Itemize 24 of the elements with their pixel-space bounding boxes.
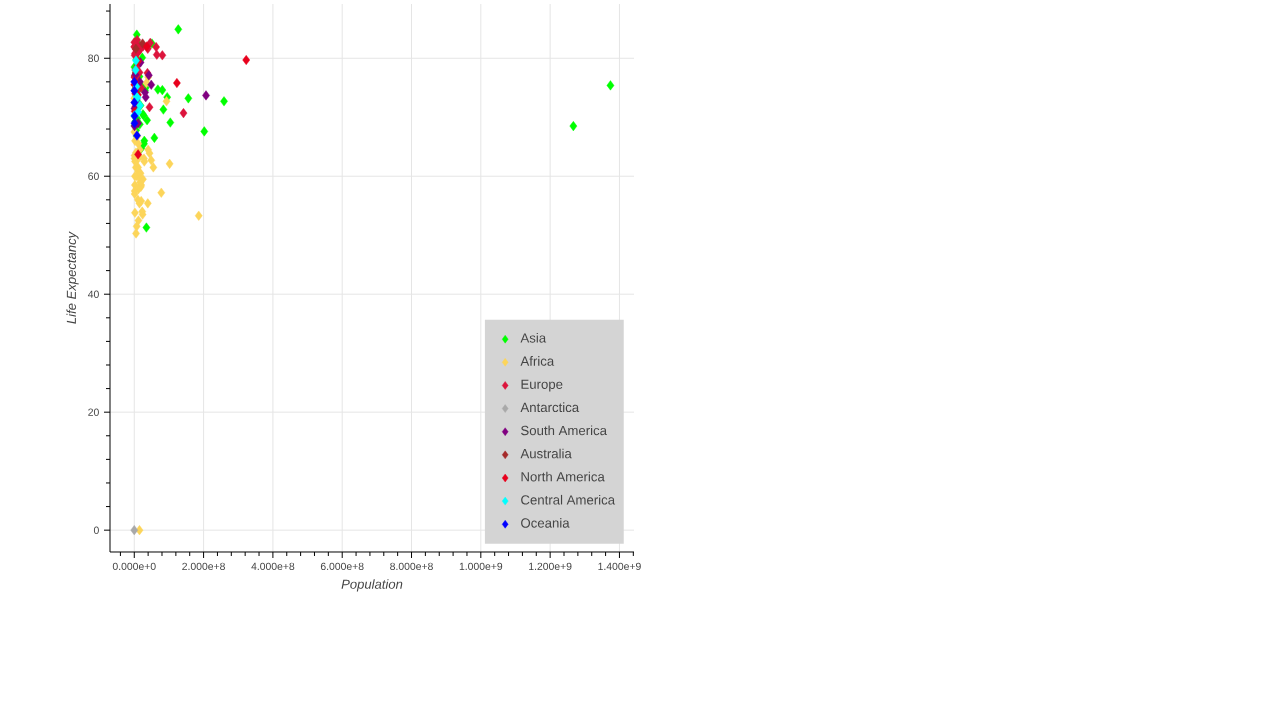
legend-label: Asia <box>520 332 547 343</box>
x-tick-label: 4.000e+8 <box>251 562 295 571</box>
y-tick-label: 80 <box>88 54 99 62</box>
legend-label: Australia <box>520 448 572 459</box>
legend-label: North America <box>521 471 605 482</box>
y-tick-label: 40 <box>87 290 99 298</box>
legend-label: Antarctica <box>520 402 580 413</box>
legend-label: Central America <box>521 494 616 505</box>
legend-label: Africa <box>520 356 555 366</box>
x-tick-label: 1.200e+9 <box>529 562 572 571</box>
x-tick-label: 2.000e+8 <box>182 562 225 571</box>
y-tick-label: 20 <box>88 408 99 416</box>
y-tick-label: 0 <box>93 526 99 534</box>
legend-label: South America <box>521 425 607 436</box>
x-tick-label: 0.000e+0 <box>112 562 156 571</box>
x-tick-label: 1.000e+9 <box>459 562 503 571</box>
legend-label: Europe <box>521 379 563 392</box>
x-tick-label: 1.400e+9 <box>598 562 641 571</box>
x-tick-label: 8.000e+8 <box>390 562 433 571</box>
y-tick-label: 60 <box>88 172 99 180</box>
legend-label: Oceania <box>521 518 570 528</box>
x-tick-label: 6.000e+8 <box>320 562 364 571</box>
y-axis-title: Life Expectancy <box>66 231 79 324</box>
x-axis-title: Population <box>341 579 403 592</box>
